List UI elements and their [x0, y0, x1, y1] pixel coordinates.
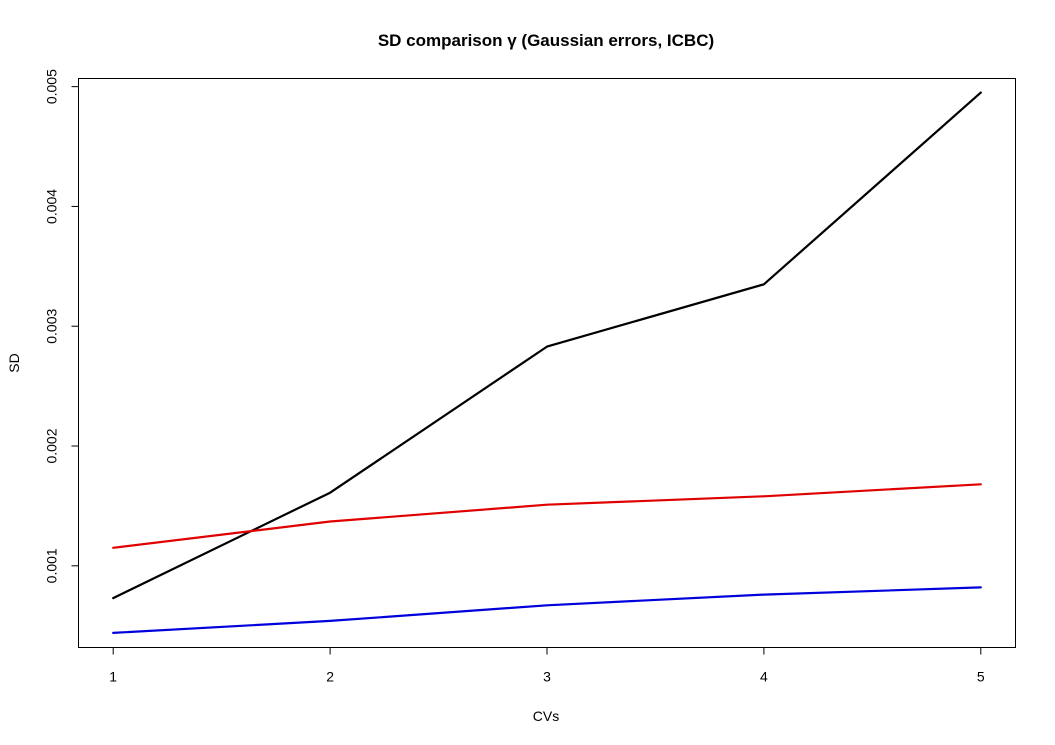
x-axis: 1 2 3 4 5	[109, 647, 985, 685]
y-axis: 0.001 0.002 0.003 0.004 0.005	[44, 69, 79, 583]
y-axis-label: SD	[6, 353, 22, 372]
chart-title: SD comparison γ (Gaussian errors, ICBC)	[378, 31, 714, 50]
x-tick-label: 1	[109, 669, 117, 685]
series-group	[112, 91, 982, 635]
series-line-1	[112, 91, 982, 600]
x-tick-label: 3	[543, 669, 551, 685]
y-tick-label: 0.001	[44, 548, 60, 583]
y-tick-label: 0.002	[44, 428, 60, 463]
series-line-3	[112, 586, 982, 635]
y-tick-label: 0.005	[44, 69, 60, 104]
x-tick-label: 5	[977, 669, 985, 685]
y-tick-label: 0.004	[44, 189, 60, 224]
x-tick-label: 4	[760, 669, 768, 685]
x-axis-label: CVs	[533, 708, 559, 724]
x-tick-label: 2	[326, 669, 334, 685]
series-line-2	[112, 483, 982, 549]
y-tick-label: 0.003	[44, 309, 60, 344]
